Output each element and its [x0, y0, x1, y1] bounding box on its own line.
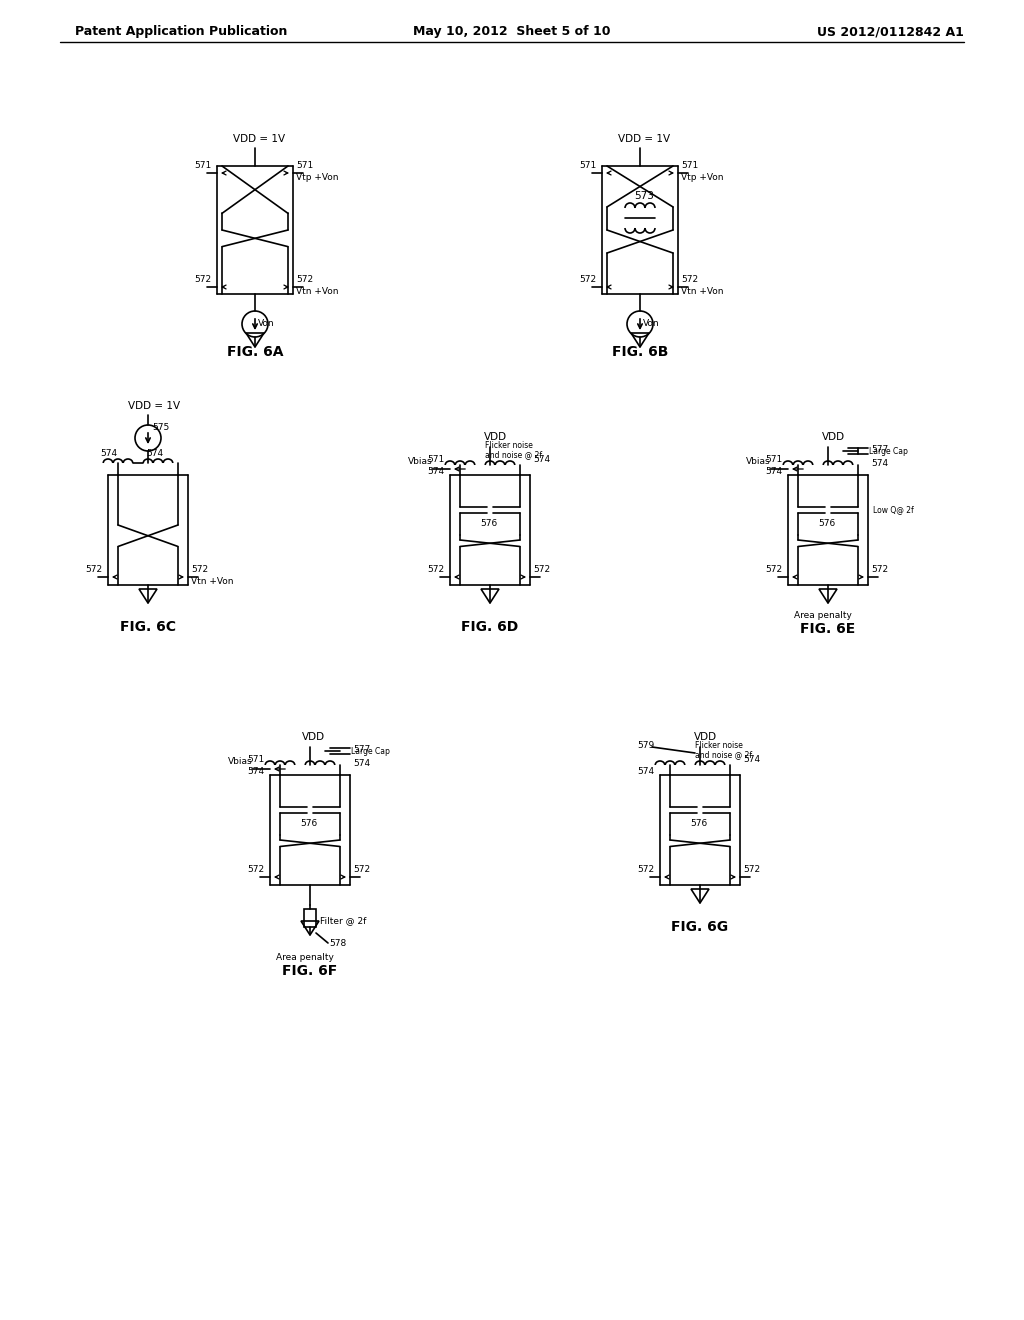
Text: 572: 572 — [579, 276, 596, 285]
Text: and noise @ 2f: and noise @ 2f — [485, 450, 542, 459]
Text: 574: 574 — [743, 755, 760, 764]
Text: Flicker noise: Flicker noise — [695, 741, 742, 750]
Text: FIG. 6E: FIG. 6E — [801, 622, 856, 636]
Text: US 2012/0112842 A1: US 2012/0112842 A1 — [817, 25, 964, 38]
Text: 572: 572 — [247, 866, 264, 874]
Text: 572: 572 — [85, 565, 102, 574]
Text: Vbias: Vbias — [746, 458, 771, 466]
Text: 572: 572 — [194, 276, 211, 285]
Text: 577: 577 — [353, 746, 371, 755]
Text: Von: Von — [643, 319, 659, 329]
Text: Vtp +Von: Vtp +Von — [681, 173, 724, 182]
Text: 574: 574 — [146, 449, 163, 458]
Text: VDD = 1V: VDD = 1V — [128, 401, 180, 411]
Text: 574: 574 — [100, 449, 117, 458]
Text: FIG. 6D: FIG. 6D — [462, 620, 518, 634]
Text: 572: 572 — [191, 565, 208, 574]
Text: 578: 578 — [329, 939, 346, 948]
Text: Area penalty: Area penalty — [794, 610, 852, 619]
Text: FIG. 6F: FIG. 6F — [283, 964, 338, 978]
Text: 573: 573 — [634, 191, 654, 201]
Text: 576: 576 — [818, 520, 836, 528]
Text: 571: 571 — [579, 161, 596, 170]
Text: FIG. 6G: FIG. 6G — [672, 920, 728, 935]
Text: FIG. 6C: FIG. 6C — [120, 620, 176, 634]
Text: VDD: VDD — [484, 432, 507, 442]
Text: 572: 572 — [296, 276, 313, 285]
Text: 572: 572 — [681, 276, 698, 285]
Text: May 10, 2012  Sheet 5 of 10: May 10, 2012 Sheet 5 of 10 — [414, 25, 610, 38]
Text: 571: 571 — [681, 161, 698, 170]
Text: 571: 571 — [194, 161, 211, 170]
Text: Vtn +Von: Vtn +Von — [296, 288, 339, 297]
Text: 575: 575 — [152, 424, 169, 433]
Text: Vtn +Von: Vtn +Von — [681, 288, 724, 297]
Text: 574: 574 — [871, 458, 888, 467]
Text: FIG. 6B: FIG. 6B — [611, 345, 669, 359]
Text: 574: 574 — [353, 759, 370, 767]
Text: Filter @ 2f: Filter @ 2f — [319, 916, 367, 925]
Text: 574: 574 — [427, 467, 444, 477]
Text: VDD = 1V: VDD = 1V — [233, 135, 285, 144]
Text: 571: 571 — [427, 455, 444, 465]
Text: Vbias: Vbias — [408, 458, 432, 466]
Bar — [304, 909, 316, 927]
Text: 576: 576 — [690, 820, 708, 829]
Text: Vbias: Vbias — [228, 758, 253, 767]
Text: 571: 571 — [296, 161, 313, 170]
Text: 577: 577 — [871, 446, 888, 454]
Text: 571: 571 — [247, 755, 264, 764]
Text: 576: 576 — [300, 820, 317, 829]
Text: 572: 572 — [743, 866, 760, 874]
Text: 572: 572 — [637, 866, 654, 874]
Text: Patent Application Publication: Patent Application Publication — [75, 25, 288, 38]
Text: 572: 572 — [871, 565, 888, 574]
Text: VDD: VDD — [302, 733, 326, 742]
Text: 574: 574 — [247, 767, 264, 776]
Text: 574: 574 — [637, 767, 654, 776]
Text: and noise @ 2f: and noise @ 2f — [695, 751, 752, 759]
Text: VDD = 1V: VDD = 1V — [618, 135, 670, 144]
Text: VDD: VDD — [694, 733, 717, 742]
Text: VDD: VDD — [822, 432, 845, 442]
Text: 574: 574 — [765, 467, 782, 477]
Text: 572: 572 — [534, 565, 550, 574]
Text: Flicker noise: Flicker noise — [485, 441, 532, 450]
Text: 574: 574 — [534, 455, 550, 465]
Text: Von: Von — [258, 319, 274, 329]
Text: 571: 571 — [765, 455, 782, 465]
Text: Vtp +Von: Vtp +Von — [296, 173, 339, 182]
Text: Large Cap: Large Cap — [869, 446, 908, 455]
Text: 579: 579 — [637, 741, 654, 750]
Text: 572: 572 — [765, 565, 782, 574]
Text: 572: 572 — [353, 866, 370, 874]
Text: 572: 572 — [427, 565, 444, 574]
Text: Vtn +Von: Vtn +Von — [191, 578, 233, 586]
Text: Large Cap: Large Cap — [351, 747, 390, 755]
Text: Area penalty: Area penalty — [276, 953, 334, 961]
Text: FIG. 6A: FIG. 6A — [226, 345, 284, 359]
Text: Low Q@ 2f: Low Q@ 2f — [873, 506, 913, 515]
Text: 576: 576 — [480, 520, 498, 528]
